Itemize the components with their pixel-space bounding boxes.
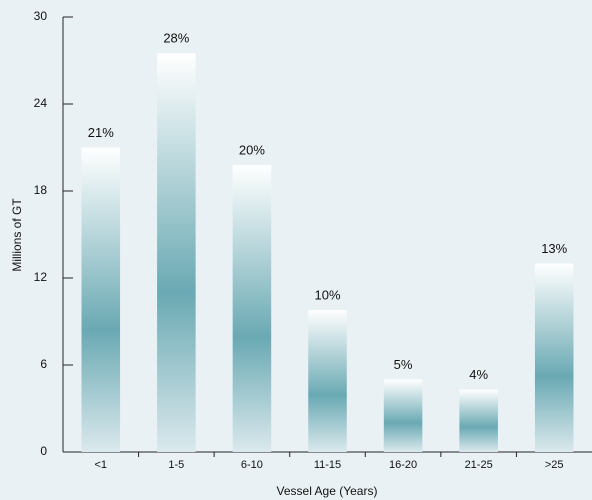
y-tick-label: 18 <box>34 183 48 197</box>
bar <box>308 309 347 452</box>
share-label: 10% <box>314 287 340 302</box>
x-tick-label: >25 <box>545 459 564 471</box>
y-tick-label: 24 <box>34 96 48 110</box>
share-label: 20% <box>239 142 265 157</box>
share-label: 4% <box>469 367 488 382</box>
x-tick-label: 1-5 <box>168 459 184 471</box>
x-tick-label: 21-25 <box>465 459 493 471</box>
x-axis-label: Vessel Age (Years) <box>277 484 378 498</box>
bar <box>534 263 574 452</box>
bar <box>459 389 498 452</box>
y-tick-label: 30 <box>34 9 48 23</box>
y-axis-label: Millions of GT <box>10 198 24 272</box>
y-tick-label: 6 <box>40 357 47 371</box>
bar <box>81 147 121 452</box>
x-tick-label: 16-20 <box>389 459 417 471</box>
share-label: 28% <box>163 31 189 46</box>
bar <box>157 53 196 452</box>
share-label: 13% <box>541 241 567 256</box>
x-tick-label: <1 <box>95 459 108 471</box>
y-tick-label: 12 <box>34 270 48 284</box>
bar <box>383 379 423 452</box>
x-tick-label: 11-15 <box>314 459 341 471</box>
x-tick-label: 6-10 <box>241 459 263 471</box>
y-tick-label: 0 <box>40 444 47 458</box>
share-label: 5% <box>394 357 413 372</box>
bar <box>232 164 272 452</box>
share-label: 21% <box>88 125 114 140</box>
